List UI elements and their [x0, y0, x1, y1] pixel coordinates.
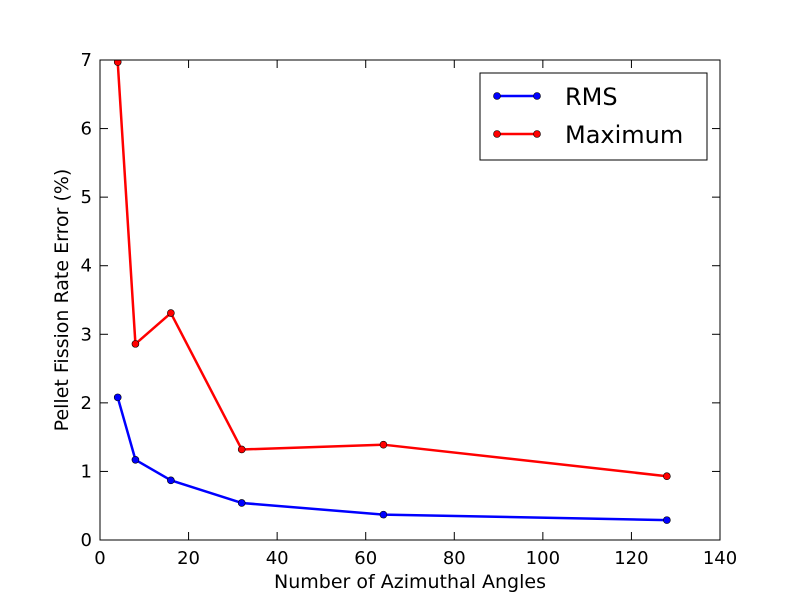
data-point	[113, 393, 122, 402]
data-point	[131, 340, 140, 348]
series-maximum	[113, 60, 671, 481]
x-tick-label: 60	[354, 548, 377, 569]
legend-marker	[533, 92, 541, 100]
x-tick-label: 0	[94, 548, 105, 569]
series-layer	[113, 60, 671, 524]
y-tick-label: 4	[81, 256, 92, 277]
data-point	[663, 516, 671, 524]
legend-item-maximum: Maximum	[493, 121, 683, 149]
data-point	[113, 60, 122, 66]
legend-item-rms: RMS	[493, 83, 618, 111]
y-tick-label: 6	[81, 119, 92, 140]
legend-marker	[533, 130, 541, 138]
data-point	[167, 309, 175, 317]
y-tick-label: 3	[81, 324, 92, 345]
x-tick-label: 100	[526, 548, 560, 569]
legend-label: RMS	[565, 83, 618, 111]
legend-marker	[493, 130, 501, 138]
x-axis-label: Number of Azimuthal Angles	[274, 571, 546, 593]
legend-box	[479, 72, 708, 161]
plot-frame	[99, 59, 721, 541]
data-point	[167, 476, 175, 485]
x-tick-label: 20	[177, 548, 200, 569]
data-point	[379, 440, 388, 449]
ticks-layer: 0 20 40 60 80 100 120 140 0 1 2 3 4 5 6 7	[81, 50, 738, 569]
data-point	[131, 455, 140, 464]
data-point	[663, 472, 671, 481]
data-point	[237, 499, 246, 507]
series-line-maximum	[116, 61, 667, 478]
x-tick-label: 40	[266, 548, 289, 569]
legend-marker	[493, 92, 501, 100]
x-tick-label: 80	[443, 548, 466, 569]
data-point	[379, 510, 388, 519]
y-tick-label: 2	[81, 393, 92, 414]
y-axis-label: Pellet Fission Rate Error (%)	[51, 169, 73, 432]
series-line-rms	[116, 397, 667, 522]
y-tick-label: 0	[81, 530, 92, 551]
y-tick-label: 7	[81, 50, 92, 71]
legend: RMS Maximum	[479, 72, 708, 161]
y-tick-label: 1	[81, 461, 92, 482]
legend-label: Maximum	[565, 121, 683, 149]
y-tick-label: 5	[81, 187, 92, 208]
x-tick-label: 120	[614, 548, 648, 569]
data-point	[237, 445, 246, 454]
series-rms	[113, 393, 671, 524]
x-tick-label: 140	[703, 548, 737, 569]
